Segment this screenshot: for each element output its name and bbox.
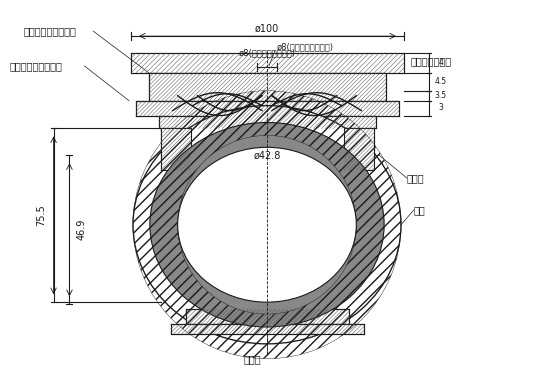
Text: 75.5: 75.5 (37, 204, 47, 226)
Text: 中殻上: 中殻上 (407, 173, 425, 183)
Text: 3: 3 (438, 103, 443, 112)
Text: 4.5: 4.5 (434, 77, 447, 86)
Text: 中銅枕: 中銅枕 (243, 354, 261, 364)
Text: 外殻: 外殻 (414, 205, 426, 215)
Bar (344, 129, 374, 170)
Bar (149, 73, 386, 101)
Bar (136, 101, 399, 116)
Bar (159, 116, 376, 129)
Ellipse shape (177, 147, 357, 302)
Text: ø8(セレーション無し): ø8(セレーション無し) (277, 43, 334, 51)
Text: 46.9: 46.9 (76, 219, 86, 240)
Bar (161, 129, 191, 170)
Ellipse shape (133, 105, 401, 344)
Bar (131, 53, 404, 73)
Ellipse shape (150, 122, 384, 327)
Text: ø8(セレーション無し): ø8(セレーション無し) (238, 48, 295, 57)
Text: コリメータ上效: コリメータ上效 (411, 56, 452, 66)
Text: 3.5: 3.5 (434, 91, 447, 100)
Bar (171, 324, 364, 334)
Text: ø42.8: ø42.8 (253, 150, 281, 160)
Bar (185, 309, 350, 324)
Text: 4: 4 (438, 59, 443, 67)
Text: コリメータ外リング: コリメータ外リング (10, 61, 63, 71)
Text: ø100: ø100 (255, 23, 279, 33)
Text: コリメータ内リング: コリメータ内リング (24, 26, 77, 36)
